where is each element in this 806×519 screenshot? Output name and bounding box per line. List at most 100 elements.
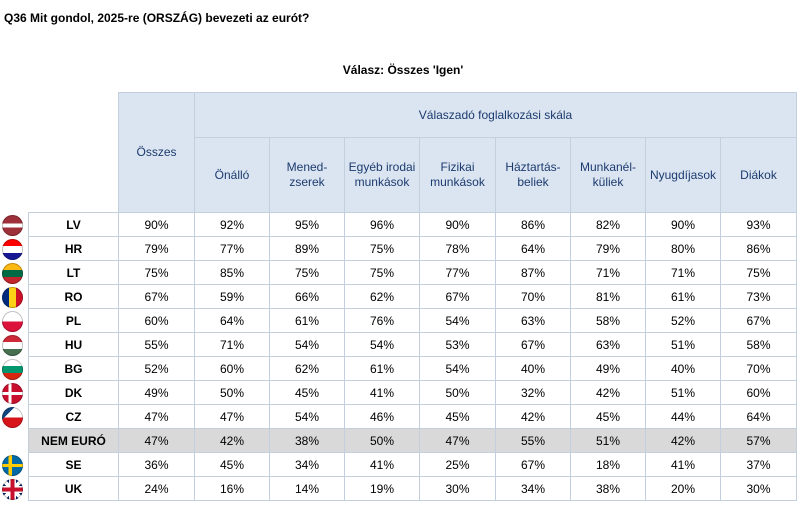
value-cell: 75% [344, 236, 420, 261]
value-cell: 67% [419, 284, 496, 309]
value-cell: 75% [118, 260, 195, 285]
answer-label: Válasz: Összes 'Igen' [342, 63, 464, 77]
value-cell: 66% [269, 284, 345, 309]
header-column-text: Egyéb irodai [348, 160, 416, 174]
value-cell: 38% [269, 428, 345, 453]
value-cell: 60% [720, 380, 797, 405]
value-cell: 50% [344, 428, 420, 453]
value-cell: 63% [495, 308, 571, 333]
bulgaria-flag-icon [2, 359, 23, 380]
value-cell: 87% [495, 260, 571, 285]
value-cell: 51% [645, 380, 721, 405]
header-total: Összes [118, 92, 195, 213]
value-cell: 30% [419, 476, 496, 501]
value-cell: 49% [570, 356, 646, 381]
value-cell: 67% [720, 308, 797, 333]
value-cell: 41% [645, 452, 721, 477]
value-cell: 64% [194, 308, 270, 333]
value-cell: 92% [194, 212, 270, 237]
value-cell: 77% [194, 236, 270, 261]
value-cell: 44% [645, 404, 721, 429]
value-cell: 41% [344, 452, 420, 477]
value-cell: 45% [419, 404, 496, 429]
header-column-text: munkások [354, 175, 410, 189]
header-occupation-group: Válaszadó foglalkozási skála [194, 92, 797, 138]
value-cell: 24% [118, 476, 195, 501]
value-cell: 79% [570, 236, 646, 261]
value-cell: 75% [344, 260, 420, 285]
header-column-7: Diákok [720, 137, 797, 213]
value-cell: 96% [344, 212, 420, 237]
table-row: CZ 47% 47% 54% 46% 45% 42% 45% 44% 64% [28, 404, 797, 429]
country-label: DK [28, 380, 119, 405]
value-cell: 51% [570, 428, 646, 453]
value-cell: 34% [269, 452, 345, 477]
value-cell: 62% [344, 284, 420, 309]
value-cell: 47% [194, 404, 270, 429]
value-cell: 54% [269, 332, 345, 357]
value-cell: 93% [720, 212, 797, 237]
uk-flag-icon [2, 479, 23, 500]
value-cell: 51% [645, 332, 721, 357]
header-column-text: Háztartás- [505, 160, 561, 174]
table-row: DK 49% 50% 45% 41% 50% 32% 42% 51% 60% [28, 380, 797, 405]
value-cell: 30% [720, 476, 797, 501]
country-label: RO [28, 284, 119, 309]
value-cell: 60% [194, 356, 270, 381]
value-cell: 89% [269, 236, 345, 261]
country-label: PL [28, 308, 119, 333]
value-cell: 54% [419, 356, 496, 381]
value-cell: 18% [570, 452, 646, 477]
country-label: BG [28, 356, 119, 381]
table-row: HU 55% 71% 54% 54% 53% 67% 63% 51% 58% [28, 332, 797, 357]
value-cell: 71% [570, 260, 646, 285]
value-cell: 59% [194, 284, 270, 309]
value-cell: 42% [495, 404, 571, 429]
value-cell: 61% [344, 356, 420, 381]
value-cell: 45% [269, 380, 345, 405]
latvia-flag-icon [2, 215, 23, 236]
header-column-text: Önálló [214, 167, 250, 182]
value-cell: 38% [570, 476, 646, 501]
hungary-flag-icon [2, 335, 23, 356]
value-cell: 82% [570, 212, 646, 237]
value-cell: 58% [720, 332, 797, 357]
value-cell: 70% [720, 356, 797, 381]
value-cell: 55% [495, 428, 571, 453]
table-row: PL 60% 64% 61% 76% 54% 63% 58% 52% 67% [28, 308, 797, 333]
value-cell: 58% [570, 308, 646, 333]
value-cell: 77% [419, 260, 496, 285]
value-cell: 47% [118, 428, 195, 453]
value-cell: 90% [419, 212, 496, 237]
value-cell: 64% [495, 236, 571, 261]
header-column-5: Munkanél-küliek [570, 137, 646, 213]
table-row: BG 52% 60% 62% 61% 54% 40% 49% 40% 70% [28, 356, 797, 381]
value-cell: 90% [645, 212, 721, 237]
value-cell: 46% [344, 404, 420, 429]
header-column-text: Diákok [740, 167, 777, 182]
value-cell: 75% [269, 260, 345, 285]
value-cell: 53% [419, 332, 496, 357]
header-corner [28, 92, 119, 213]
value-cell: 50% [419, 380, 496, 405]
header-column-text: Fizikai [440, 160, 475, 174]
header-column-text: Nyugdíjasok [649, 167, 717, 182]
table-row: HR 79% 77% 89% 75% 78% 64% 79% 80% 86% [28, 236, 797, 261]
value-cell: 34% [495, 476, 571, 501]
results-table: Összes Válaszadó foglalkozási skála Önál… [28, 92, 797, 501]
denmark-flag-icon [2, 383, 23, 404]
header-column-text: zserek [289, 175, 325, 189]
value-cell: 41% [344, 380, 420, 405]
header-column-3: Fizikai munkások [419, 137, 496, 213]
value-cell: 45% [194, 452, 270, 477]
country-label: CZ [28, 404, 119, 429]
value-cell: 80% [645, 236, 721, 261]
value-cell: 79% [118, 236, 195, 261]
value-cell: 14% [269, 476, 345, 501]
country-label: UK [28, 476, 119, 501]
table-row: LV 90% 92% 95% 96% 90% 86% 82% 90% 93% [28, 212, 797, 237]
header-column-4: Háztartás-beliek [495, 137, 571, 213]
question-title: Q36 Mit gondol, 2025-re (ORSZÁG) bevezet… [4, 11, 310, 25]
header-column-1: Mened-zserek [269, 137, 345, 213]
value-cell: 20% [645, 476, 721, 501]
